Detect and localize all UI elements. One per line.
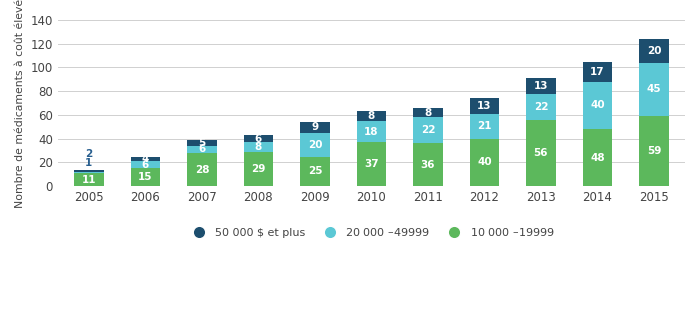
Bar — [357, 142, 386, 186]
Bar — [526, 78, 556, 94]
Text: 9: 9 — [312, 122, 318, 132]
Text: 15: 15 — [138, 172, 153, 182]
Text: 8: 8 — [424, 108, 431, 117]
Bar — [300, 156, 330, 186]
Text: 25: 25 — [307, 166, 322, 176]
Bar — [470, 139, 499, 186]
Bar — [357, 121, 386, 142]
Text: 5: 5 — [198, 138, 206, 148]
Text: 22: 22 — [533, 102, 548, 112]
Text: 8: 8 — [368, 111, 375, 121]
Bar — [470, 114, 499, 139]
Text: 29: 29 — [251, 164, 265, 174]
Bar — [74, 173, 104, 186]
Bar — [526, 120, 556, 186]
Bar — [131, 168, 160, 186]
Text: 20: 20 — [647, 46, 662, 56]
Bar — [413, 117, 442, 144]
Text: 8: 8 — [255, 142, 262, 152]
Bar — [526, 94, 556, 120]
Bar — [131, 161, 160, 168]
Bar — [244, 142, 273, 152]
Bar — [244, 135, 273, 142]
Text: 18: 18 — [364, 127, 379, 137]
Bar — [131, 156, 160, 161]
Bar — [74, 172, 104, 173]
Bar — [74, 170, 104, 172]
Bar — [639, 63, 668, 116]
Legend: 50 000 $ et plus, 20 000 $ – 49 999 $, 10 000 $ – 19 999 $: 50 000 $ et plus, 20 000 $ – 49 999 $, 1… — [186, 224, 556, 241]
Bar — [582, 129, 612, 186]
Text: 17: 17 — [590, 67, 605, 77]
Text: 6: 6 — [198, 145, 206, 154]
Bar — [300, 122, 330, 133]
Text: 11: 11 — [82, 175, 96, 185]
Text: 40: 40 — [590, 100, 605, 111]
Text: 4: 4 — [141, 154, 149, 164]
Text: 6: 6 — [255, 134, 262, 144]
Bar — [300, 133, 330, 156]
Text: 36: 36 — [421, 160, 435, 170]
Text: 48: 48 — [590, 153, 605, 163]
Bar — [582, 82, 612, 129]
Text: 45: 45 — [647, 84, 662, 94]
Bar — [244, 152, 273, 186]
Text: 1: 1 — [85, 158, 92, 168]
Text: 59: 59 — [647, 146, 661, 156]
Text: 2: 2 — [85, 149, 92, 159]
Y-axis label: Nombre de médicaments à coût élevé: Nombre de médicaments à coût élevé — [15, 0, 25, 208]
Text: 40: 40 — [477, 157, 491, 167]
Text: 6: 6 — [141, 160, 149, 170]
Text: 20: 20 — [307, 140, 322, 149]
Bar — [639, 39, 668, 63]
Text: 28: 28 — [195, 165, 209, 175]
Bar — [639, 116, 668, 186]
Bar — [187, 140, 216, 146]
Text: 56: 56 — [533, 148, 548, 158]
Bar — [413, 108, 442, 117]
Bar — [187, 146, 216, 153]
Bar — [187, 153, 216, 186]
Text: 22: 22 — [421, 125, 435, 135]
Bar — [470, 98, 499, 114]
Text: 37: 37 — [364, 159, 379, 169]
Bar — [357, 112, 386, 121]
Bar — [413, 144, 442, 186]
Text: 13: 13 — [533, 81, 548, 91]
Text: 21: 21 — [477, 121, 491, 131]
Text: 13: 13 — [477, 101, 491, 111]
Bar — [582, 61, 612, 82]
